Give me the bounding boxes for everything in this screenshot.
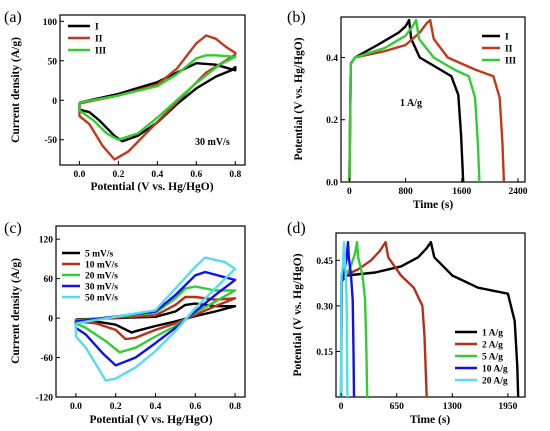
x-tick-label-b-1: 800 (398, 187, 413, 197)
x-tick-label-a-0: 0.0 (74, 170, 86, 180)
series-line-d-3 (339, 240, 356, 397)
legend-label-b-2: III (505, 57, 516, 67)
x-tick-label-d-0: 0 (339, 402, 344, 412)
series-line-c-1 (74, 295, 237, 341)
plot-frame-a (59, 14, 246, 166)
legend-label-c-1: 10 mV/s (85, 261, 118, 271)
x-tick-label-b-2: 1600 (452, 187, 471, 197)
x-axis-label-b: Time (s) (413, 199, 454, 211)
ticks-d: 0 650 1300 1950 0.15 0.30 0.45 (316, 257, 517, 412)
legend-label-d-2: 5 A/g (482, 353, 503, 363)
panel-label-c: (c) (4, 220, 22, 237)
x-tick-label-d-3: 1950 (498, 402, 517, 412)
y-axis-label-c: Current density (A/g) (10, 258, 22, 364)
series-line-c-4 (74, 256, 237, 382)
panel-d: (d) 0 650 1300 1950 0.15 0.30 0.45 Time (s) Po… (287, 220, 526, 426)
y-axis-label-a: Current density (A/g) (10, 37, 22, 143)
y-tick-label-c-0: -120 (36, 394, 54, 404)
ticks-c: 0.0 0.2 0.4 0.6 0.8 -120 -60 0 60 120 (36, 236, 242, 412)
plot-frame-d (335, 232, 526, 398)
legend-label-c-4: 50 mV/s (85, 294, 118, 304)
x-tick-label-a-4: 0.8 (229, 170, 241, 180)
legend-label-b-1: II (505, 45, 513, 55)
y-tick-label-d-2: 0.45 (316, 257, 333, 267)
y-tick-label-c-4: 120 (39, 236, 54, 246)
ticks-b: 0 800 1600 2400 0.0 0.2 0.4 (326, 54, 528, 197)
y-tick-label-d-0: 0.15 (316, 348, 333, 358)
legend-label-d-4: 20 A/g (482, 377, 508, 387)
series-group-c (74, 256, 237, 382)
y-axis-label-b: Potential (V vs. Hg/HgO) (293, 37, 305, 160)
legend-label-b-0: I (505, 33, 509, 43)
legend-label-a-0: I (95, 23, 99, 33)
legend-label-d-3: 10 A/g (482, 365, 508, 375)
x-tick-label-d-2: 1300 (443, 402, 462, 412)
panel-label-d: (d) (287, 220, 306, 237)
x-tick-label-c-4: 0.8 (229, 402, 241, 412)
panel-label-a: (a) (4, 9, 22, 26)
legend-label-c-2: 20 mV/s (85, 272, 118, 282)
y-tick-label-a-0: -50 (44, 136, 57, 146)
panel-a: (a) 0.0 0.2 0.4 0.6 0.8 -50 0 50 100 Potential (… (4, 9, 246, 193)
y-tick-label-d-1: 0.30 (316, 302, 333, 312)
series-line-d-4 (339, 240, 349, 397)
annotation-b: 1 A/g (400, 98, 422, 109)
legend-c: 5 mV/s10 mV/s20 mV/s30 mV/s50 mV/s (62, 250, 118, 304)
y-tick-label-b-0: 0.0 (326, 179, 338, 189)
series-line-c-3 (74, 270, 237, 367)
legend-label-d-0: 1 A/g (482, 329, 503, 339)
panel-c: (c) 0.0 0.2 0.4 0.6 0.8 -120 -60 0 60 120 Potenti… (4, 220, 246, 426)
y-tick-label-c-3: 60 (44, 275, 54, 285)
series-line-d-0 (339, 240, 520, 397)
series-group-d (339, 240, 520, 397)
x-tick-label-b-0: 0 (347, 187, 352, 197)
plot-frame-c (55, 225, 246, 398)
y-tick-label-b-2: 0.4 (326, 54, 338, 64)
series-line-b-2 (348, 18, 481, 182)
y-tick-label-c-2: 0 (48, 315, 53, 325)
legend-d: 1 A/g 2 A/g 5 A/g 10 A/g 20 A/g (455, 329, 508, 387)
x-axis-label-c: Potential (V vs. Hg/HgO) (89, 414, 212, 426)
legend-label-c-3: 30 mV/s (85, 283, 118, 293)
x-tick-label-b-3: 2400 (508, 187, 527, 197)
legend-label-a-2: III (95, 47, 106, 57)
y-axis-label-d: Potential (V vs. Hg/HgO) (292, 253, 304, 376)
x-tick-label-a-3: 0.6 (190, 170, 202, 180)
x-tick-label-c-3: 0.6 (189, 402, 201, 412)
ticks-a: 0.0 0.2 0.4 0.6 0.8 -50 0 50 100 (43, 18, 242, 180)
x-tick-label-a-1: 0.2 (112, 170, 124, 180)
x-tick-label-c-2: 0.4 (150, 402, 162, 412)
y-tick-label-a-3: 100 (43, 18, 58, 28)
series-line-b-1 (348, 18, 506, 182)
x-axis-label-d: Time (s) (410, 414, 451, 426)
x-tick-label-d-1: 650 (390, 402, 405, 412)
x-tick-label-c-0: 0.0 (70, 402, 82, 412)
panel-b: (b) 0 800 1600 2400 0.0 0.2 0.4 Time (s) Poten… (287, 9, 528, 211)
series-group-a (78, 34, 237, 161)
y-tick-label-c-1: -60 (40, 354, 53, 364)
panel-label-b: (b) (287, 9, 306, 26)
annotation-a: 30 mV/s (195, 137, 230, 148)
legend-label-d-1: 2 A/g (482, 341, 503, 351)
y-tick-label-b-1: 0.2 (326, 116, 338, 126)
series-group-b (348, 18, 506, 182)
x-axis-label-a: Potential (V vs. Hg/HgO) (90, 181, 213, 193)
x-tick-label-a-2: 0.4 (151, 170, 163, 180)
series-line-a-2 (78, 54, 237, 141)
y-tick-label-a-1: 0 (52, 97, 57, 107)
legend-label-a-1: II (95, 35, 103, 45)
x-tick-label-c-1: 0.2 (110, 402, 122, 412)
plot-frame-b (340, 16, 526, 183)
legend-label-c-0: 5 mV/s (85, 250, 114, 260)
y-tick-label-a-2: 50 (48, 57, 58, 67)
